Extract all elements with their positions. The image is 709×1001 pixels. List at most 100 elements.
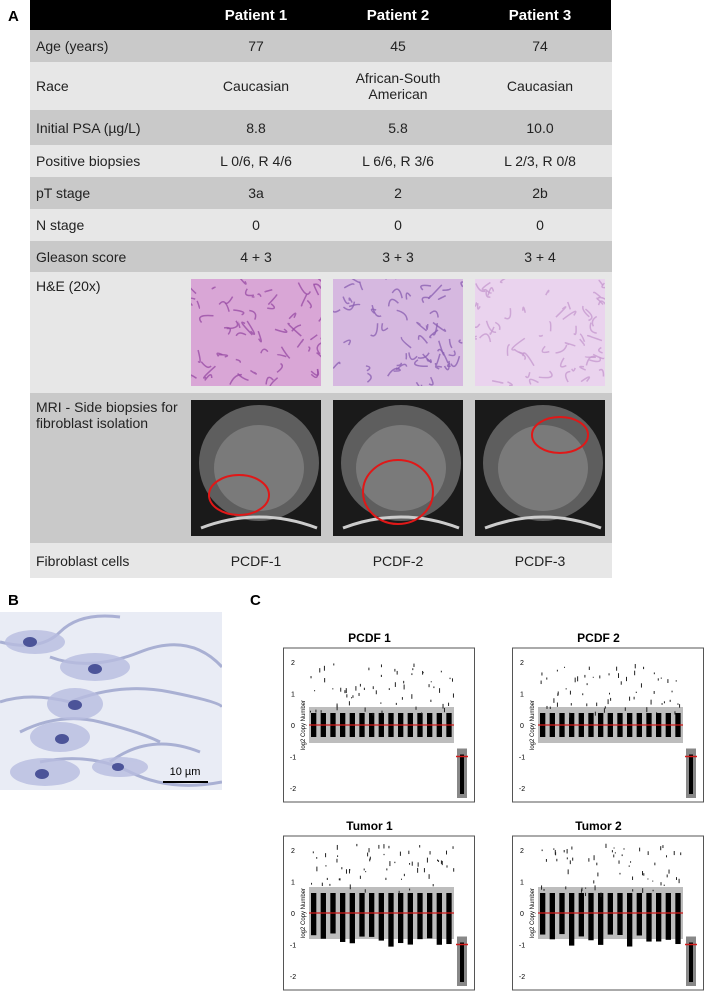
outlier xyxy=(428,684,430,688)
gland xyxy=(596,296,605,300)
y-axis-label: log2 Copy Number xyxy=(301,700,307,750)
segment xyxy=(617,893,623,935)
outlier xyxy=(386,868,388,871)
y-axis-label: log2 Copy Number xyxy=(530,888,536,938)
outlier xyxy=(383,844,385,849)
outlier xyxy=(569,690,571,695)
outlier xyxy=(599,675,601,679)
gland xyxy=(216,352,223,357)
outlier xyxy=(679,704,681,708)
outlier xyxy=(557,691,559,695)
segment xyxy=(588,893,594,941)
gland xyxy=(548,321,552,332)
gland xyxy=(491,380,504,384)
outlier xyxy=(380,702,382,704)
gland xyxy=(198,314,214,324)
outlier xyxy=(411,694,413,699)
biopsy-circle xyxy=(208,474,270,516)
y-tick-label: -2 xyxy=(519,786,525,793)
y-tick-label: -2 xyxy=(290,786,296,793)
outlier xyxy=(639,847,641,852)
gland xyxy=(580,376,591,383)
gland xyxy=(348,297,353,303)
gland xyxy=(274,328,288,333)
y-tick-label: 0 xyxy=(520,723,524,730)
outlier xyxy=(546,705,548,709)
table-cell: 0 xyxy=(536,217,544,233)
outlier xyxy=(614,852,616,854)
outlier xyxy=(621,854,623,857)
gland xyxy=(564,342,576,347)
outlier xyxy=(314,690,316,692)
chrX-core xyxy=(689,942,693,982)
gland xyxy=(499,279,506,284)
gland xyxy=(485,320,497,333)
outlier xyxy=(400,878,402,880)
gland xyxy=(306,299,312,309)
segment xyxy=(311,893,317,936)
y-tick-label: 1 xyxy=(520,692,524,699)
outlier xyxy=(321,882,323,887)
outlier xyxy=(663,701,665,704)
outlier xyxy=(419,845,421,848)
outlier xyxy=(359,683,361,687)
gland xyxy=(437,294,447,300)
gland xyxy=(246,320,256,335)
gland xyxy=(582,305,590,318)
outlier xyxy=(596,862,598,866)
gland xyxy=(415,381,423,386)
gland xyxy=(421,296,431,304)
outlier xyxy=(358,692,360,696)
row-label: Gleason score xyxy=(36,248,127,265)
segment xyxy=(369,893,375,937)
gland xyxy=(343,283,355,289)
outlier xyxy=(546,677,548,680)
table-cell: African-South American xyxy=(355,70,441,102)
outlier xyxy=(339,878,341,881)
outlier xyxy=(336,858,338,863)
gland xyxy=(562,310,577,321)
panel-label: B xyxy=(8,592,19,609)
outlier xyxy=(349,868,351,871)
gland xyxy=(601,282,605,289)
outlier xyxy=(678,878,680,884)
gland xyxy=(417,352,430,359)
table-cell: PCDF-3 xyxy=(514,552,566,569)
outlier xyxy=(586,703,588,707)
outlier xyxy=(564,666,566,668)
outlier xyxy=(592,676,594,678)
tissue xyxy=(333,279,463,386)
gland xyxy=(264,288,273,293)
y-tick-label: 2 xyxy=(520,848,524,855)
gland xyxy=(589,322,597,334)
outlier xyxy=(545,858,547,862)
outlier xyxy=(315,709,317,713)
outlier xyxy=(662,845,664,849)
gland xyxy=(414,359,428,368)
outlier xyxy=(421,712,423,714)
gland xyxy=(257,330,262,343)
gland xyxy=(564,370,571,383)
table-cell: 8.8 xyxy=(246,119,266,136)
gland xyxy=(288,312,297,320)
gland xyxy=(538,370,553,379)
outlier xyxy=(666,874,668,878)
gland xyxy=(333,309,341,313)
gland xyxy=(420,284,432,291)
gland xyxy=(432,321,447,332)
segment xyxy=(598,893,604,945)
outlier xyxy=(389,861,391,867)
tissue xyxy=(475,279,605,386)
outlier xyxy=(369,858,371,862)
gland xyxy=(479,333,492,343)
outlier xyxy=(607,699,609,705)
table-cell xyxy=(469,393,611,543)
table-cell: 4 + 3 xyxy=(240,248,272,265)
gland xyxy=(300,293,308,307)
table-cell: 74 xyxy=(532,38,548,54)
outlier xyxy=(671,690,673,693)
outlier xyxy=(316,857,318,859)
segment xyxy=(378,893,384,941)
outlier xyxy=(372,712,374,716)
segment xyxy=(359,893,365,937)
